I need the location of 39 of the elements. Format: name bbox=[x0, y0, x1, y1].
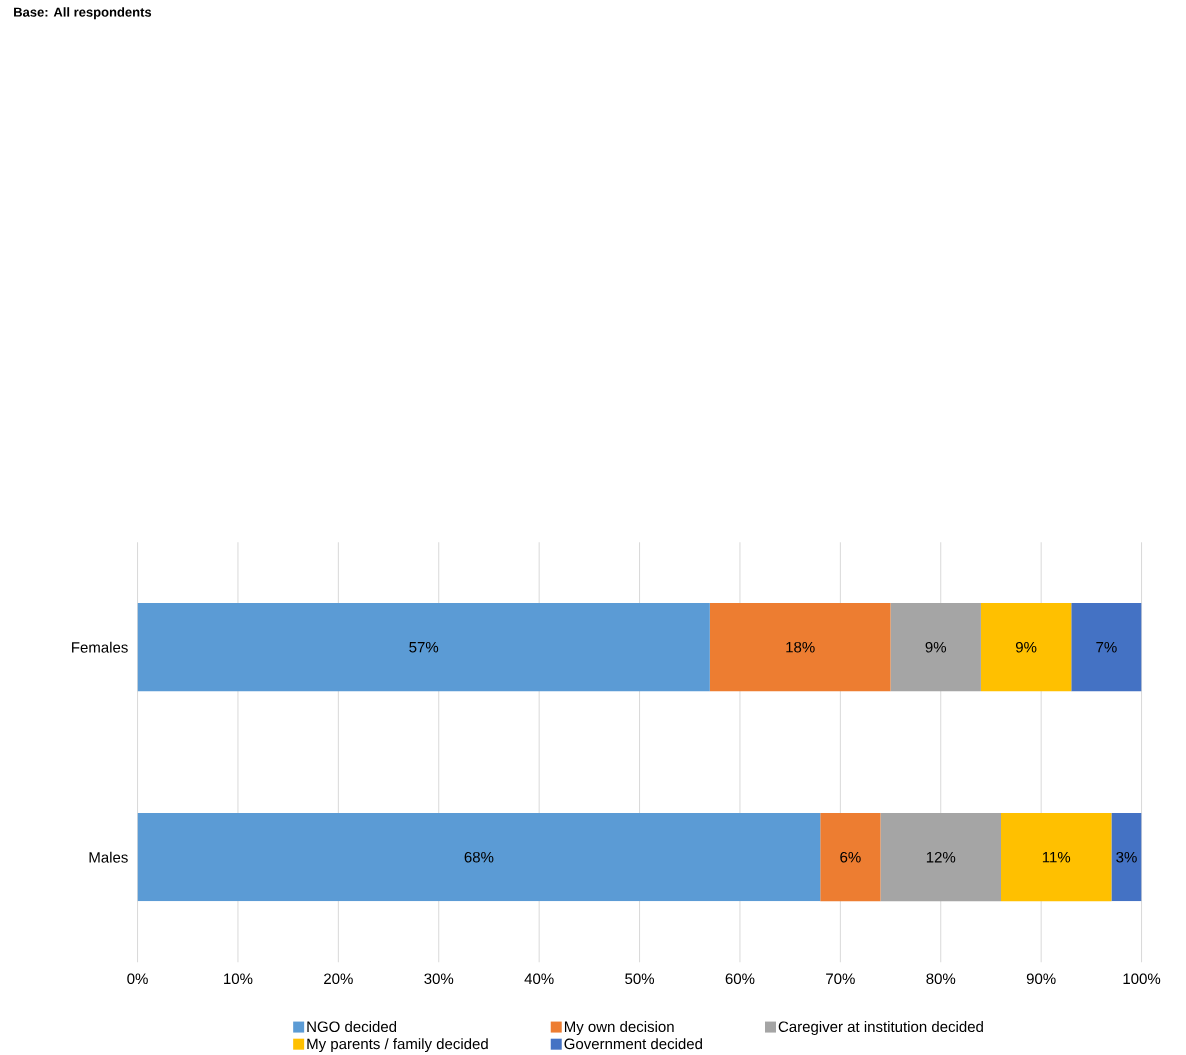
legend-label: My own decision bbox=[564, 1020, 674, 1035]
x-tick-label: 80% bbox=[926, 973, 956, 984]
bar bbox=[137, 602, 710, 692]
x-tick-label: 40% bbox=[524, 973, 554, 984]
data-label: 9% bbox=[925, 641, 947, 653]
x-tick-label: 0% bbox=[127, 973, 148, 984]
x-tick-label: 20% bbox=[324, 973, 353, 984]
legend-label: Caregiver at institution decided bbox=[778, 1020, 983, 1035]
x-tick-label: 50% bbox=[625, 973, 655, 984]
data-label: 57% bbox=[409, 641, 439, 653]
x-tick-label: 10% bbox=[224, 973, 253, 984]
y-tick-label: Females bbox=[72, 641, 128, 653]
bar bbox=[1111, 813, 1142, 902]
bar bbox=[820, 813, 881, 902]
data-label: 7% bbox=[1096, 641, 1117, 653]
data-label: 12% bbox=[926, 851, 956, 863]
x-tick-label: 100% bbox=[1123, 973, 1161, 984]
data-label: 6% bbox=[840, 851, 861, 863]
bar bbox=[980, 602, 1072, 692]
data-label: 18% bbox=[786, 641, 815, 653]
x-tick-label: 30% bbox=[424, 973, 454, 984]
legend-label: Government decided bbox=[564, 1038, 702, 1050]
data-label: 68% bbox=[464, 851, 494, 863]
legend-label: NGO decided bbox=[307, 1020, 397, 1032]
bar bbox=[890, 602, 981, 692]
x-tick-label: 60% bbox=[725, 973, 755, 984]
bar bbox=[709, 602, 891, 692]
bar bbox=[1071, 602, 1142, 692]
data-label: 11% bbox=[1042, 851, 1071, 863]
data-label: 9% bbox=[1015, 641, 1037, 653]
y-tick-label: Males bbox=[89, 851, 128, 863]
bar bbox=[1000, 813, 1112, 902]
x-tick-label: 90% bbox=[1026, 973, 1056, 984]
text: Base: All respondents bbox=[14, 7, 152, 20]
bar bbox=[137, 813, 821, 902]
bar bbox=[880, 813, 1001, 902]
legend-label: My parents / family decided bbox=[307, 1038, 488, 1052]
x-tick-label: 70% bbox=[826, 973, 855, 984]
data-label: 3% bbox=[1116, 851, 1137, 863]
